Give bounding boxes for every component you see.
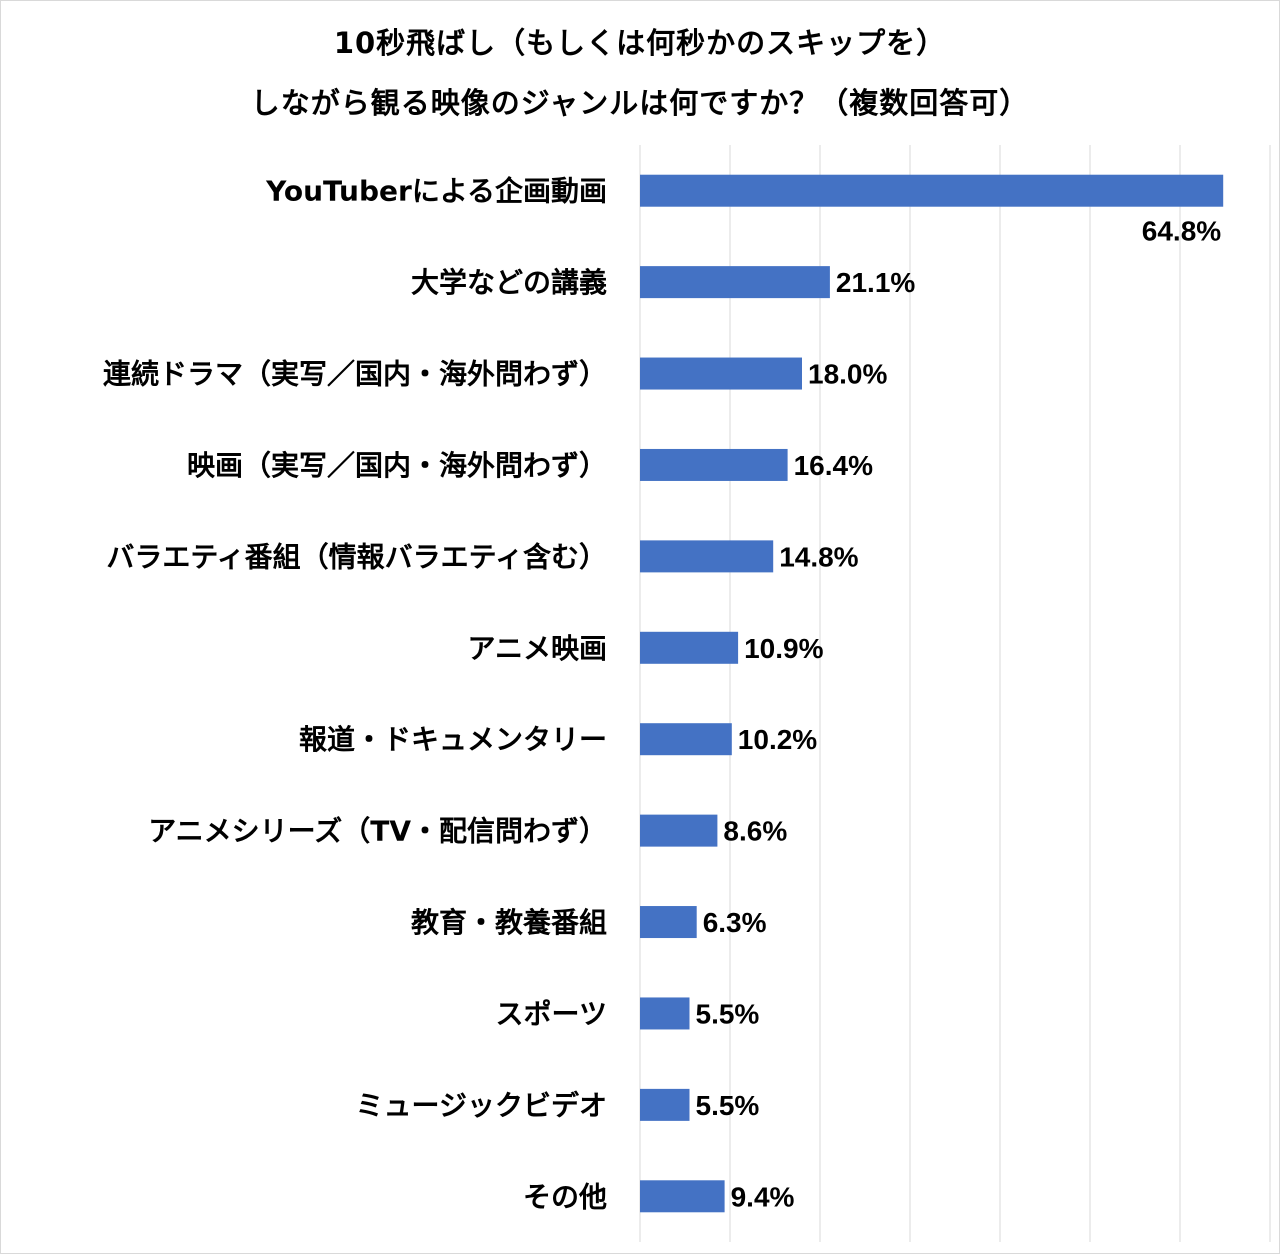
category-label: 教育・教養番組 xyxy=(411,906,607,939)
data-label: 5.5% xyxy=(696,1090,760,1121)
bar xyxy=(640,1180,725,1213)
data-label: 14.8% xyxy=(779,541,858,572)
bar xyxy=(640,357,802,390)
data-label: 5.5% xyxy=(696,998,760,1029)
chart-title-line-1: 10秒飛ばし（もしくは何秒かのスキップを） xyxy=(333,26,947,60)
data-label: 16.4% xyxy=(794,450,873,481)
chart-title-line-2: しながら観る映像のジャンルは何ですか？（複数回答可） xyxy=(250,86,1030,120)
data-label: 6.3% xyxy=(703,907,767,938)
bar xyxy=(640,723,732,756)
category-label: アニメ映画 xyxy=(468,632,607,665)
data-label: 10.9% xyxy=(744,633,823,664)
category-label: アニメシリーズ（TV・配信問わず） xyxy=(148,815,607,848)
data-label: 64.8% xyxy=(1142,216,1221,247)
data-label: 18.0% xyxy=(808,359,887,390)
bar xyxy=(640,906,697,939)
category-label: 大学などの講義 xyxy=(411,266,607,299)
data-label: 10.2% xyxy=(738,724,817,755)
category-label: その他 xyxy=(523,1180,607,1213)
category-label: ミュージックビデオ xyxy=(356,1089,607,1122)
data-label: 21.1% xyxy=(836,267,915,298)
bar xyxy=(640,448,788,481)
category-label: 報道・ドキュメンタリー xyxy=(299,723,607,756)
data-label: 9.4% xyxy=(731,1181,795,1212)
bar xyxy=(640,997,690,1030)
category-label: 映画（実写／国内・海外問わず） xyxy=(187,449,607,482)
bar xyxy=(640,1088,690,1121)
category-label: 連続ドラマ（実写／国内・海外問わず） xyxy=(103,358,607,391)
bar xyxy=(640,814,718,847)
category-label: YouTuberによる企画動画 xyxy=(265,175,607,208)
bar xyxy=(640,266,830,299)
bar xyxy=(640,631,739,664)
data-label: 8.6% xyxy=(723,816,787,847)
bar xyxy=(640,540,774,573)
category-label: スポーツ xyxy=(496,997,607,1030)
category-label: バラエティ番組（情報バラエティ含む） xyxy=(106,540,607,573)
bar xyxy=(640,174,1224,207)
